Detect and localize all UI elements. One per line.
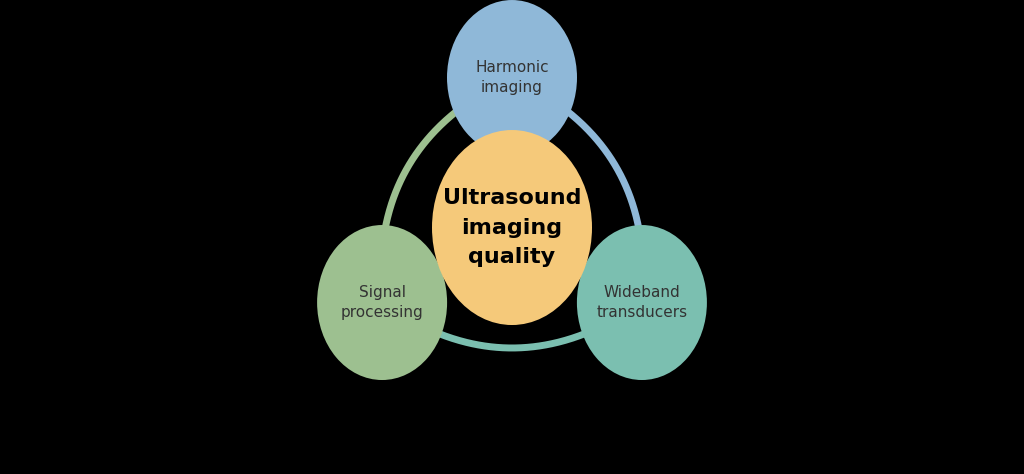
- Ellipse shape: [447, 0, 577, 155]
- Text: Signal
processing: Signal processing: [341, 285, 424, 320]
- Text: Harmonic
imaging: Harmonic imaging: [475, 60, 549, 95]
- Ellipse shape: [432, 130, 592, 325]
- Text: Ultrasound
imaging
quality: Ultrasound imaging quality: [442, 188, 582, 267]
- Ellipse shape: [317, 225, 447, 380]
- Text: Wideband
transducers: Wideband transducers: [596, 285, 687, 320]
- Ellipse shape: [577, 225, 707, 380]
